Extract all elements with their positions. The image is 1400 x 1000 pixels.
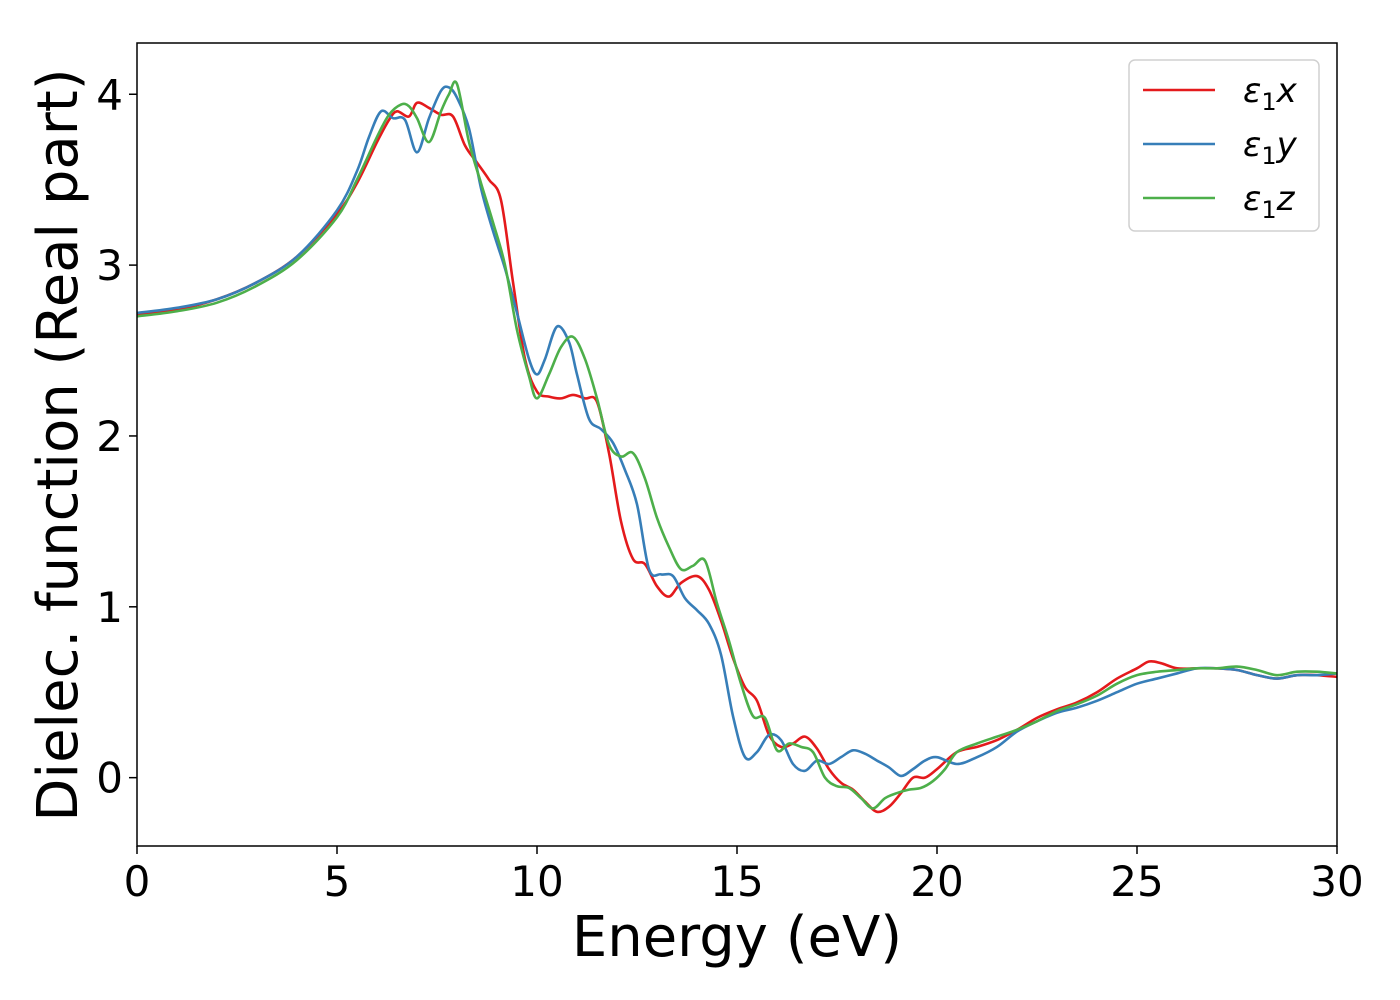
legend-label-z: ε1z (1243, 179, 1296, 224)
legend-label-x: ε1x (1243, 71, 1298, 116)
x-tick-label: 30 (1310, 857, 1363, 906)
x-tick-label: 0 (124, 857, 151, 906)
legend-label-y: ε1y (1243, 125, 1298, 170)
y-axis-ticks: 0 1 2 3 4 (96, 70, 137, 803)
y-tick-label: 2 (96, 412, 123, 461)
x-tick-label: 25 (1110, 857, 1163, 906)
series-line-z (137, 80, 1337, 810)
legend: ε1x ε1y ε1z (1128, 59, 1320, 232)
series-line-y (137, 85, 1337, 778)
x-tick-label: 10 (510, 857, 563, 906)
series-layer (137, 80, 1337, 814)
x-axis-label: Energy (eV) (572, 905, 902, 970)
y-axis-label: Dielec. function (Real part) (26, 68, 91, 821)
y-tick-label: 3 (96, 241, 123, 290)
legend-items: ε1x ε1y ε1z (1143, 71, 1298, 224)
x-tick-label: 15 (710, 857, 763, 906)
legend-box (1128, 59, 1320, 232)
x-axis-ticks: 0 5 10 15 20 25 30 (124, 846, 1364, 906)
y-tick-label: 1 (96, 583, 123, 632)
y-tick-label: 0 (96, 754, 123, 803)
y-tick-label: 4 (96, 70, 123, 119)
x-tick-label: 5 (324, 857, 351, 906)
x-tick-label: 20 (910, 857, 963, 906)
